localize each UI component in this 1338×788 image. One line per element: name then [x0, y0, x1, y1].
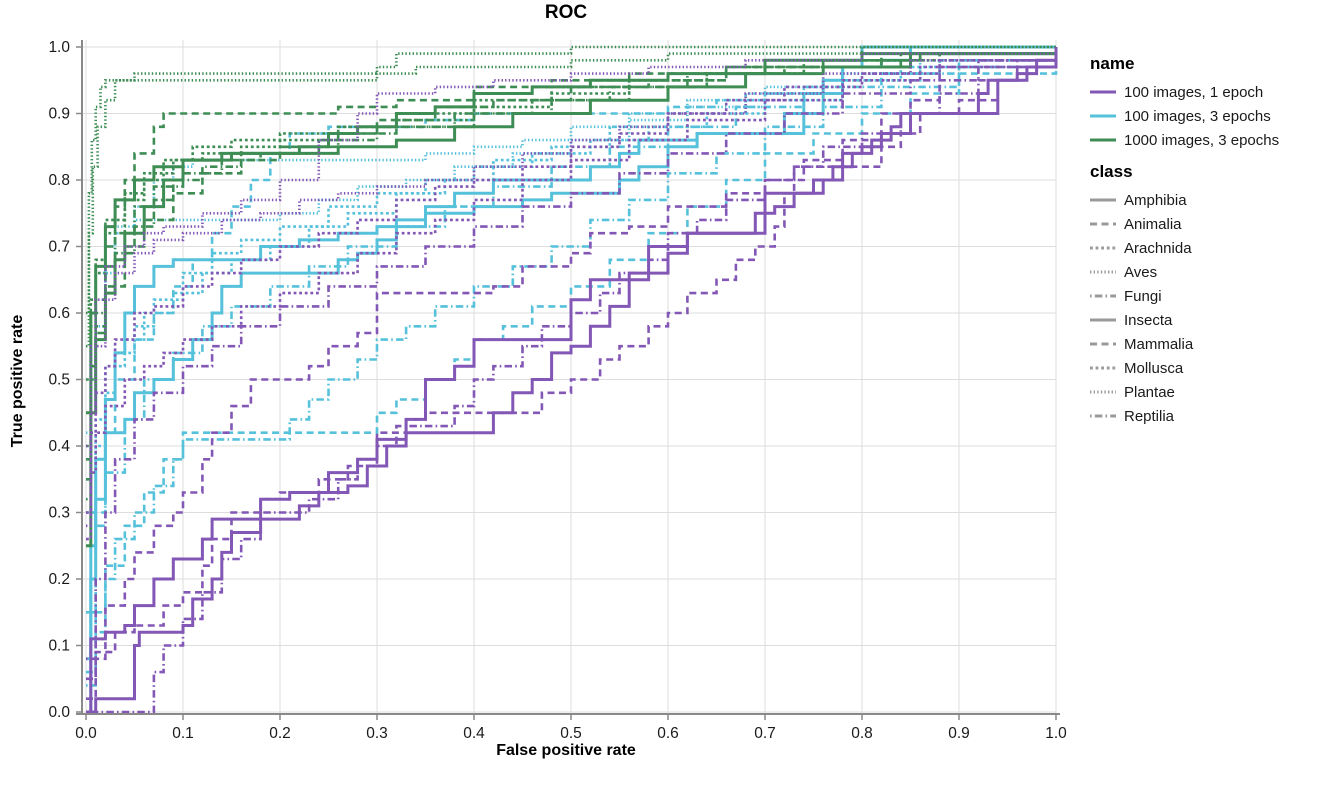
roc-curve-plantae-1000-images-3-epochs	[86, 45, 1056, 348]
legend-label: Aves	[1124, 263, 1158, 281]
y-tick-label: 0.2	[48, 571, 70, 588]
x-tick-label: 0.3	[366, 725, 388, 742]
legend-label: 100 images, 1 epoch	[1124, 83, 1264, 101]
roc-curves	[86, 45, 1058, 714]
legend-label: Plantae	[1124, 383, 1175, 401]
legend-entry-class-insecta: Insecta	[1090, 308, 1336, 332]
legend-label: Mollusca	[1124, 359, 1184, 377]
y-tick-label: 0.9	[48, 106, 70, 123]
x-tick-label: 0.2	[269, 725, 291, 742]
chart-title: ROC	[544, 2, 588, 23]
legend-swatch-line	[1090, 270, 1116, 274]
legend-swatch-line	[1090, 246, 1116, 250]
x-axis-title: False positive rate	[496, 742, 636, 759]
legend-name-header: name	[1090, 54, 1135, 73]
roc-curve-aves-100-images-3-epochs	[86, 47, 1058, 481]
roc-curve-plantae-100-images-3-epochs	[86, 47, 1058, 434]
roc-plot: 0.0 0.1 0.2 0.3 0.4 0.5 0.6 0.7 0.8 0.9 1.0 0.0 0.1 0…	[48, 39, 1067, 742]
legend-name-entries: 100 images, 1 epoch 100 images, 3 epochs 1…	[1090, 80, 1336, 152]
legend-label: 100 images, 3 epochs	[1124, 107, 1271, 125]
y-tick-label: 1.0	[48, 39, 70, 56]
legend-entry-class-mollusca: Mollusca	[1090, 356, 1336, 380]
roc-curve-plantae-100-images-1-epoch	[86, 47, 1058, 448]
roc-curve-reptilia-100-images-1-epoch	[86, 47, 1058, 661]
legend-class-header: class	[1090, 162, 1133, 181]
x-tick-label: 0.6	[657, 725, 679, 742]
y-axis-title: True positive rate	[9, 314, 26, 448]
x-tick-label: 0.0	[75, 725, 97, 742]
legend-swatch-line	[1090, 414, 1116, 418]
roc-curve-animalia-100-images-1-epoch	[86, 47, 1058, 700]
legend-swatch-line	[1090, 138, 1116, 142]
x-tick-label: 0.4	[463, 725, 485, 742]
legend-label: Animalia	[1124, 215, 1182, 233]
y-tick-label: 0.1	[48, 638, 70, 655]
legend-swatch-line	[1090, 390, 1116, 394]
legend: name 100 images, 1 epoch 100 images, 3 ep…	[1090, 44, 1336, 428]
y-tick-label: 0.6	[48, 305, 70, 322]
legend-entry-name-1000-images-3-epochs: 1000 images, 3 epochs	[1090, 128, 1336, 152]
legend-swatch-line	[1090, 114, 1116, 118]
roc-curve-insecta-100-images-1-epoch	[86, 47, 1058, 714]
roc-curve-arachnida-100-images-1-epoch	[86, 47, 1058, 514]
legend-entry-class-fungi: Fungi	[1090, 284, 1336, 308]
y-tick-label: 0.7	[48, 239, 70, 256]
legend-entry-name-100-images-3-epochs: 100 images, 3 epochs	[1090, 104, 1336, 128]
x-tick-label: 0.7	[754, 725, 776, 742]
roc-curve-fungi-100-images-3-epochs	[86, 47, 1058, 687]
legend-swatch-line	[1090, 198, 1116, 202]
y-tick-label: 0.0	[48, 704, 70, 721]
legend-swatch-line	[1090, 342, 1116, 346]
legend-entry-class-aves: Aves	[1090, 260, 1336, 284]
roc-curve-reptilia-1000-images-3-epochs	[86, 47, 1058, 501]
roc-curve-animalia-100-images-3-epochs	[86, 47, 1058, 614]
roc-curve-mollusca-100-images-1-epoch	[86, 47, 1058, 541]
y-tick-label: 0.8	[48, 172, 70, 189]
legend-entry-class-reptilia: Reptilia	[1090, 404, 1336, 428]
legend-label: Fungi	[1124, 287, 1162, 305]
y-tick-label: 0.3	[48, 505, 70, 522]
legend-entry-class-amphibia: Amphibia	[1090, 188, 1336, 212]
legend-entry-class-arachnida: Arachnida	[1090, 236, 1336, 260]
x-tick-label: 0.5	[560, 725, 582, 742]
legend-class-entries: Amphibia Animalia Arachnida Aves Fungi Insect…	[1090, 188, 1336, 428]
roc-curve-aves-100-images-1-epoch	[86, 47, 1058, 528]
legend-entry-class-plantae: Plantae	[1090, 380, 1336, 404]
axes: 0.0 0.1 0.2 0.3 0.4 0.5 0.6 0.7 0.8 0.9 1.0 0.0 0.1 0…	[48, 39, 1067, 742]
x-tick-label: 0.1	[172, 725, 194, 742]
legend-label: Mammalia	[1124, 335, 1194, 353]
roc-curve-mollusca-100-images-3-epochs	[86, 47, 1058, 514]
legend-label: Arachnida	[1124, 239, 1192, 257]
legend-label: Insecta	[1124, 311, 1173, 329]
legend-entry-class-mammalia: Mammalia	[1090, 332, 1336, 356]
y-tick-label: 0.5	[48, 372, 70, 389]
legend-swatch-line	[1090, 318, 1116, 322]
legend-swatch-line	[1090, 90, 1116, 94]
legend-swatch-line	[1090, 366, 1116, 370]
legend-label: Reptilia	[1124, 407, 1175, 425]
x-tick-label: 1.0	[1045, 725, 1067, 742]
legend-label: 1000 images, 3 epochs	[1124, 131, 1280, 149]
x-tick-label: 0.9	[948, 725, 970, 742]
legend-entry-name-100-images-1-epoch: 100 images, 1 epoch	[1090, 80, 1336, 104]
roc-curve-mammalia-1000-images-3-epochs	[86, 47, 1058, 461]
x-tick-label: 0.8	[851, 725, 873, 742]
roc-curve-mammalia-100-images-1-epoch	[86, 47, 1058, 681]
roc-curve-reptilia-100-images-3-epochs	[86, 47, 1058, 614]
y-tick-label: 0.4	[48, 438, 70, 455]
legend-swatch-line	[1090, 222, 1116, 226]
legend-entry-class-animalia: Animalia	[1090, 212, 1336, 236]
legend-label: Amphibia	[1124, 191, 1187, 209]
legend-swatch-line	[1090, 294, 1116, 298]
